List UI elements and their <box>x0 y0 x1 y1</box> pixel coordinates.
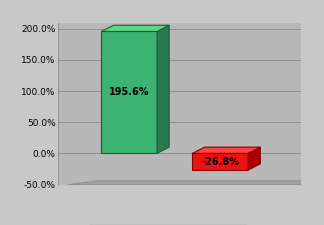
Text: -26.8%: -26.8% <box>202 157 239 167</box>
Bar <box>192 153 248 170</box>
Polygon shape <box>101 25 169 32</box>
Polygon shape <box>68 181 324 184</box>
Polygon shape <box>157 25 169 153</box>
Polygon shape <box>248 147 260 170</box>
Polygon shape <box>192 147 260 153</box>
Bar <box>101 32 157 153</box>
Text: 195.6%: 195.6% <box>109 87 149 97</box>
